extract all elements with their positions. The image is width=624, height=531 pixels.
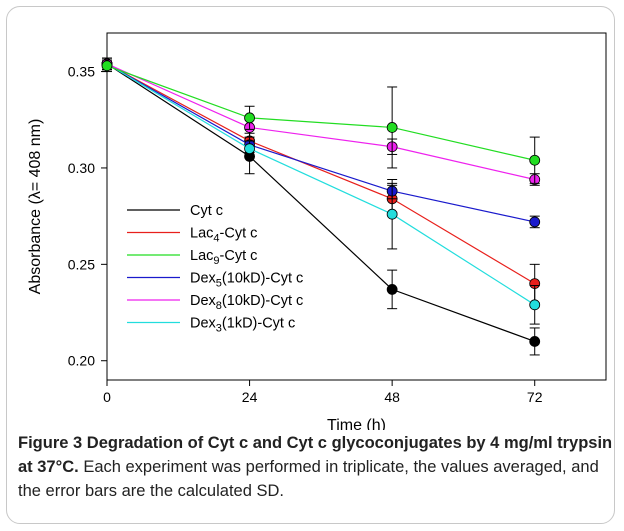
chart-legend: Cyt c Lac4-Cyt c Lac9-Cyt c Dex5(10kD)-Cyt … <box>127 203 303 335</box>
legend-label: Lac4-Cyt c <box>190 226 257 245</box>
data-point <box>244 112 255 124</box>
x-tick-label: 72 <box>527 389 543 405</box>
series-4 <box>101 57 541 186</box>
legend-label: Dex8(10kD)-Cyt c <box>190 293 303 312</box>
y-axis-title: Absorbance (λ= 408 nm) <box>27 119 44 295</box>
legend-label: Lac9-Cyt c <box>190 248 257 267</box>
data-point <box>529 154 541 166</box>
legend-label: Dex3(1kD)-Cyt c <box>190 316 295 335</box>
series-3 <box>101 57 541 229</box>
x-tick-label: 48 <box>384 389 400 405</box>
series-line <box>106 63 535 223</box>
series-line <box>106 65 535 161</box>
series-line <box>106 63 535 343</box>
data-point <box>244 143 255 155</box>
legend-label: Cyt c <box>190 203 223 219</box>
legend-label: Dex5(10kD)-Cyt c <box>190 271 303 290</box>
series-line <box>106 63 536 285</box>
y-tick-label: 0.35 <box>68 64 95 80</box>
degradation-chart: 0 24 48 72 0.20 0.25 0.30 0.35 Time (h) Absorbanc… <box>27 32 607 430</box>
figure-title: Degradation of Cyt c and Cyt c glycoconj… <box>18 434 613 476</box>
data-point <box>529 336 541 347</box>
plot-frame <box>106 32 607 381</box>
x-tick-label: 24 <box>242 389 258 405</box>
figure-label: Figure 3 <box>18 434 83 452</box>
chart-axes: 0 24 48 72 0.20 0.25 0.30 0.35 Time (h) Absorbanc… <box>27 32 607 430</box>
series-0 <box>101 57 541 356</box>
data-point <box>529 216 541 228</box>
data-point <box>386 283 398 295</box>
series-line <box>106 63 536 306</box>
x-tick-label: 0 <box>103 389 111 405</box>
data-point <box>101 60 113 72</box>
data-point <box>529 299 541 311</box>
x-axis-title: Time (h) <box>327 417 386 430</box>
y-tick-label: 0.30 <box>68 160 95 176</box>
series-2 <box>101 59 541 184</box>
y-tick-label: 0.25 <box>68 256 95 272</box>
data-point <box>386 122 398 133</box>
series-line <box>106 63 535 181</box>
chart-series <box>101 57 541 356</box>
figure-caption-body: Each experiment was performed in triplic… <box>18 458 599 500</box>
data-point <box>386 208 398 220</box>
figure-caption: Figure 3 Degradation of Cyt c and Cyt c … <box>18 431 616 503</box>
y-tick-label: 0.20 <box>68 353 95 369</box>
